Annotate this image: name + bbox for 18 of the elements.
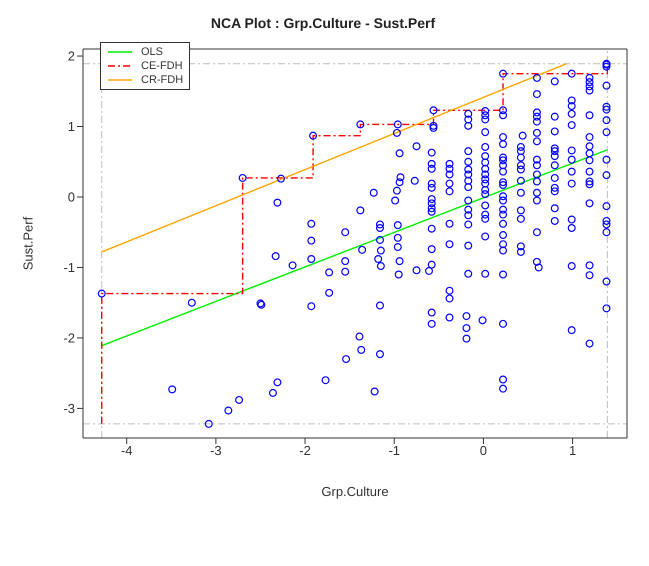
y-axis-title: Sust.Perf [20, 216, 36, 270]
legend-label: CR-FDH [141, 74, 184, 86]
y-tick-label: -1 [63, 260, 75, 276]
legend-label: OLS [141, 46, 164, 58]
x-tick-label: -1 [388, 443, 400, 458]
y-tick-label: -2 [63, 330, 75, 346]
y-tick-label: 0 [68, 190, 75, 205]
x-tick-label: 0 [480, 443, 488, 458]
x-tick-label: -4 [120, 443, 132, 458]
chart-title: NCA Plot : Grp.Culture - Sust.Perf [210, 14, 436, 33]
x-axis-title: Grp.Culture [321, 484, 389, 499]
x-tick-label: -3 [210, 443, 222, 458]
legend-label: CE-FDH [141, 60, 183, 72]
y-tick-label: -3 [63, 401, 75, 416]
x-tick-label: -2 [299, 443, 311, 458]
y-tick-label: 1 [68, 119, 75, 134]
y-tick-label: 2 [68, 48, 75, 64]
x-tick-label: 1 [568, 443, 576, 458]
